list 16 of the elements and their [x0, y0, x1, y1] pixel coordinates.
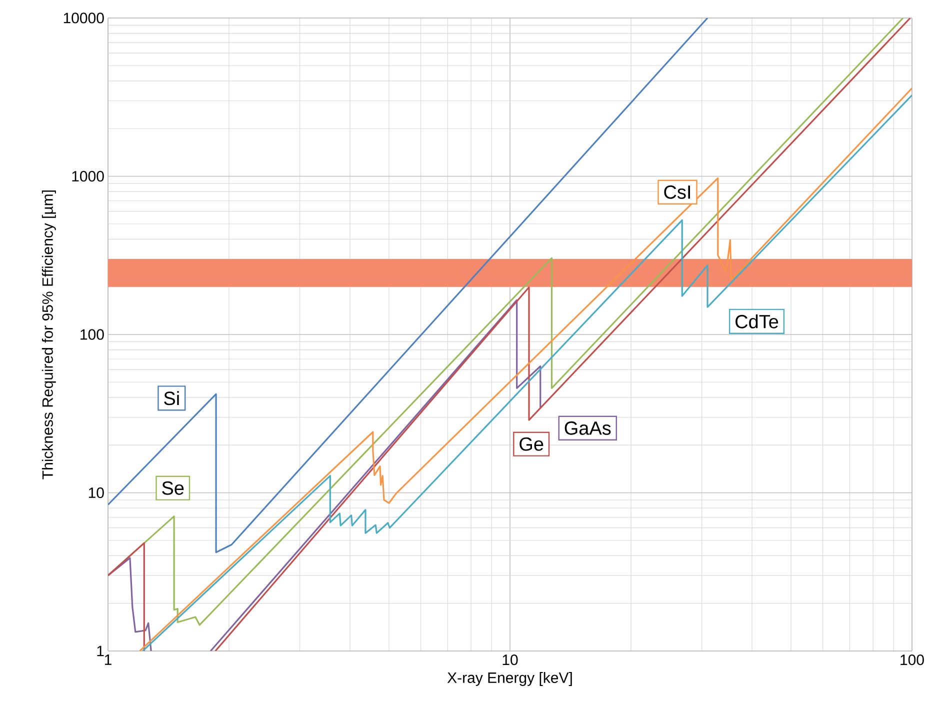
y-tick-label: 1000 — [72, 170, 104, 182]
series-label: Se — [162, 481, 184, 495]
x-tick-label: 1 — [104, 654, 112, 665]
y-tick-label: 100 — [80, 329, 104, 340]
y-axis-title: Thickness Required for 95% Efficiency [µm] — [42, 190, 56, 480]
series-label: Ge — [520, 437, 544, 451]
y-tick-label: 10 — [88, 487, 104, 498]
x-axis-title: X-ray Energy [keV] — [447, 672, 572, 686]
x-tick-label: 100 — [900, 654, 924, 666]
series-label: CsI — [664, 185, 690, 199]
series-label: GaAs — [564, 421, 611, 435]
series-label: Si — [164, 391, 179, 406]
y-tick-label: 1 — [97, 646, 104, 656]
y-tick-label: 10000 — [64, 12, 104, 24]
series-label: CdTe — [736, 314, 778, 328]
x-tick-label: 10 — [502, 654, 518, 666]
